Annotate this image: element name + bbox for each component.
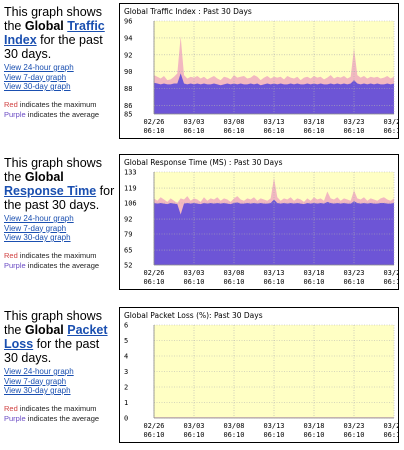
x-tick-label: 03/23 06:10: [343, 269, 364, 286]
legend-red-word: Red: [4, 99, 18, 109]
view-24-hour-graph-link[interactable]: View 24-hour graph: [4, 214, 74, 223]
legend-purple-word: Purple: [4, 260, 26, 270]
y-tick-label: 133: [124, 169, 137, 177]
x-tick-label: 03/2806:10: [383, 269, 398, 286]
y-tick-label: 4: [124, 353, 128, 361]
x-tick-label: 02/26 06:10: [143, 118, 164, 135]
intro-bold: Global: [24, 323, 68, 337]
x-tick-label: 03/18 06:10: [303, 118, 324, 135]
view-24-hour-graph-link[interactable]: View 24-hour graph: [4, 63, 74, 72]
y-tick-label: 5: [124, 337, 128, 345]
packet-loss-link[interactable]: Packet Loss: [4, 323, 108, 351]
legend-text: Red indicates the maximum Purple indicat…: [4, 251, 116, 271]
x-tick-label: 02/26 06:10: [143, 269, 164, 286]
y-tick-label: 0: [124, 415, 128, 423]
x-tick-label: 03/03 06:10: [183, 422, 204, 439]
section-intro: This graph shows the Global Packet Loss …: [4, 309, 116, 365]
view-7-day-graph-link[interactable]: View 7-day graph: [4, 72, 67, 82]
y-tick-label: 94: [124, 34, 132, 42]
legend-purple-word: Purple: [4, 109, 26, 119]
x-tick-label: 03/13 06:10: [263, 118, 284, 135]
legend-red-text: indicates the maximum: [17, 99, 97, 109]
x-tick-label: 03/08 06:10: [223, 118, 244, 135]
legend-text: Red indicates the maximum Purple indicat…: [4, 100, 116, 120]
y-tick-label: 1: [124, 399, 128, 407]
y-tick-label: 86: [124, 102, 132, 110]
intro-text-end: for the past 30 days.: [4, 184, 115, 212]
legend-purple-text: indicates the average: [25, 413, 100, 423]
x-tick-label: 03/03 06:10: [183, 269, 204, 286]
chart-title: Global Response Time (MS) : Past 30 Days: [124, 158, 283, 167]
chart-title: Global Packet Loss (%): Past 30 Days: [124, 311, 263, 320]
response-time-description: This graph shows the Global Response Tim…: [4, 156, 116, 271]
legend-red-text: indicates the maximum: [17, 250, 97, 260]
y-tick-label: 2: [124, 384, 128, 392]
y-tick-label: 3: [124, 368, 128, 376]
view-7-day-graph-link[interactable]: View 7-day graph: [4, 223, 67, 233]
x-tick-label: 03/18 06:10: [303, 269, 324, 286]
response-time-chart: Global Response Time (MS) : Past 30 Days…: [119, 154, 399, 290]
section-intro: This graph shows the Global Response Tim…: [4, 156, 116, 212]
legend-red-text: indicates the maximum: [17, 403, 97, 413]
packet-loss-chart: Global Packet Loss (%): Past 30 Days 0 1 2 3…: [119, 307, 399, 443]
legend-purple-word: Purple: [4, 413, 26, 423]
graph-links: View 24-hour graph View 7-day graph View…: [4, 63, 116, 92]
x-tick-label: 02/26 06:10: [143, 422, 164, 439]
intro-text: This graph shows the: [4, 5, 102, 33]
y-tick-label: 52: [124, 262, 132, 270]
view-30-day-graph-link[interactable]: View 30-day graph: [4, 386, 71, 395]
x-tick-label: 03/2806:10: [383, 118, 398, 135]
y-tick-label: 92: [124, 51, 132, 59]
y-tick-label: 79: [124, 231, 132, 239]
legend-purple-text: indicates the average: [25, 109, 100, 119]
view-30-day-graph-link[interactable]: View 30-day graph: [4, 82, 71, 91]
x-tick-label: 03/18 06:10: [303, 422, 324, 439]
intro-text-end: for the past 30 days.: [4, 337, 100, 365]
x-tick-label: 03/23 06:10: [343, 118, 364, 135]
y-tick-label: 96: [124, 18, 132, 26]
y-tick-label: 106: [124, 200, 137, 208]
y-tick-label: 85: [124, 111, 132, 119]
legend-red-word: Red: [4, 403, 18, 413]
y-tick-label: 88: [124, 85, 132, 93]
legend-purple-text: indicates the average: [25, 260, 100, 270]
traffic-index-chart: Global Traffic Index : Past 30 Days 85 86 8…: [119, 3, 399, 139]
graph-links: View 24-hour graph View 7-day graph View…: [4, 214, 116, 243]
legend-red-word: Red: [4, 250, 18, 260]
section-intro: This graph shows the Global Traffic Inde…: [4, 5, 116, 61]
y-tick-label: 92: [124, 216, 132, 224]
y-tick-label: 119: [124, 185, 137, 193]
x-tick-label: 03/13 06:10: [263, 269, 284, 286]
intro-text-end: for the past 30 days.: [4, 33, 103, 61]
intro-bold: Global: [24, 170, 64, 184]
x-tick-label: 03/08 06:10: [223, 269, 244, 286]
packet-loss-chart-svg: Global Packet Loss (%): Past 30 Days 0 1 2 3…: [124, 311, 398, 439]
traffic-index-description: This graph shows the Global Traffic Inde…: [4, 5, 116, 120]
x-tick-label: 03/23 06:10: [343, 422, 364, 439]
graph-links: View 24-hour graph View 7-day graph View…: [4, 367, 116, 396]
response-time-link[interactable]: Response Time: [4, 184, 97, 198]
traffic-index-link[interactable]: Traffic Index: [4, 19, 105, 47]
x-tick-label: 03/03 06:10: [183, 118, 204, 135]
response-time-chart-svg: Global Response Time (MS) : Past 30 Days…: [124, 158, 398, 286]
view-30-day-graph-link[interactable]: View 30-day graph: [4, 233, 71, 242]
intro-text: This graph shows the: [4, 309, 102, 337]
packet-loss-description: This graph shows the Global Packet Loss …: [4, 309, 116, 424]
y-tick-label: 65: [124, 247, 132, 255]
x-tick-label: 03/13 06:10: [263, 422, 284, 439]
intro-text: This graph shows the: [4, 156, 102, 184]
intro-bold: Global: [24, 19, 68, 33]
view-24-hour-graph-link[interactable]: View 24-hour graph: [4, 367, 74, 376]
x-tick-label: 03/2806:10: [383, 422, 398, 439]
x-tick-label: 03/08 06:10: [223, 422, 244, 439]
y-tick-label: 6: [124, 322, 128, 330]
chart-title: Global Traffic Index : Past 30 Days: [124, 7, 252, 16]
view-7-day-graph-link[interactable]: View 7-day graph: [4, 376, 67, 386]
y-tick-label: 90: [124, 68, 132, 76]
legend-text: Red indicates the maximum Purple indicat…: [4, 404, 116, 424]
